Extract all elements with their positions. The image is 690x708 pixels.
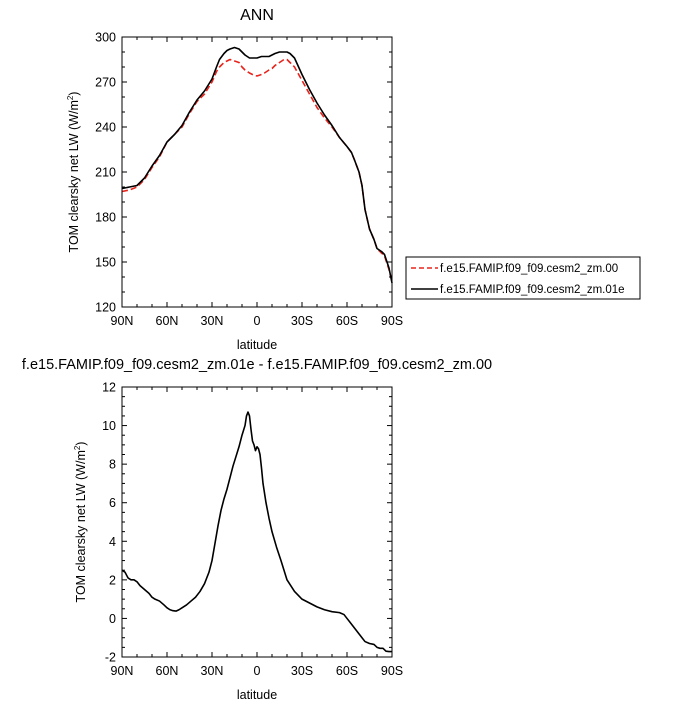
bottom-chart-title: f.e15.FAMIP.f09_f09.cesm2_zm.01e - f.e15… [22,357,492,373]
legend-box [405,256,641,300]
top-y-tick-label: 150 [95,256,116,270]
top-x-tick-label: 90S [381,314,403,328]
bottom-y-tick-label: 8 [109,458,116,472]
top-x-tick-label: 60N [156,314,179,328]
top-x-tick-label: 30S [291,314,313,328]
bottom-x-tick-label: 90S [381,664,403,678]
top-y-tick-label: 270 [95,76,116,90]
top-series-line-1 [121,58,393,282]
top-y-tick-label: 210 [95,166,116,180]
top-plot-frame [121,36,393,308]
top-series-line-2 [121,46,393,284]
bottom-y-tick-label: 2 [109,573,116,587]
bottom-y-tick-label: 10 [102,419,116,433]
top-x-tick-label: 0 [254,314,261,328]
bottom-x-tick-label: 60S [336,664,358,678]
bottom-y-tick-label: 12 [102,381,116,395]
top-x-tick-label: 90N [111,314,134,328]
bottom-x-tick-label: 30N [201,664,224,678]
bottom-x-tick-label: 60N [156,664,179,678]
bottom-y-tick-label: -2 [105,651,116,665]
top-x-tick-label: 60S [336,314,358,328]
legend: f.e15.FAMIP.f09_f09.cesm2_zm.00 f.e15.FA… [405,256,641,300]
bottom-y-tick-label: 0 [109,612,116,626]
top-plot-area: 90N 60N 30N 0 30S 60S 90S 120 150 180 210 240 270 300 [95,31,403,329]
bottom-x-tick-label: 0 [254,664,261,678]
top-y-tick-label: 240 [95,121,116,135]
bottom-plot-frame [121,386,393,658]
bottom-y-tick-label: 6 [109,496,116,510]
bottom-y-tick-label: 4 [109,535,116,549]
bottom-x-axis-label: latitude [237,688,277,702]
bottom-x-tick-label: 90N [111,664,134,678]
legend-label-series-2: f.e15.FAMIP.f09_f09.cesm2_zm.01e [440,284,625,296]
top-y-axis-label: TOM clearsky net LW (W/m2) [66,92,81,253]
top-y-tick-label: 120 [95,301,116,315]
bottom-plot-area: 90N 60N 30N 0 30S 60S 90S -2 0 2 4 6 8 10 12 [102,381,403,679]
top-y-tick-label: 300 [95,31,116,45]
top-x-axis-label: latitude [237,338,277,352]
bottom-y-axis-label-sup: 2 [73,445,82,450]
bottom-y-axis-label: TOM clearsky net LW (W/m2) [73,442,88,603]
top-chart-title: ANN [240,7,274,24]
bottom-x-tick-label: 30S [291,664,313,678]
legend-label-series-1: f.e15.FAMIP.f09_f09.cesm2_zm.00 [440,263,618,275]
top-y-tick-label: 180 [95,211,116,225]
top-y-axis-label-sup: 2 [66,95,75,100]
top-x-tick-label: 30N [201,314,224,328]
bottom-series-line-1 [121,411,392,653]
